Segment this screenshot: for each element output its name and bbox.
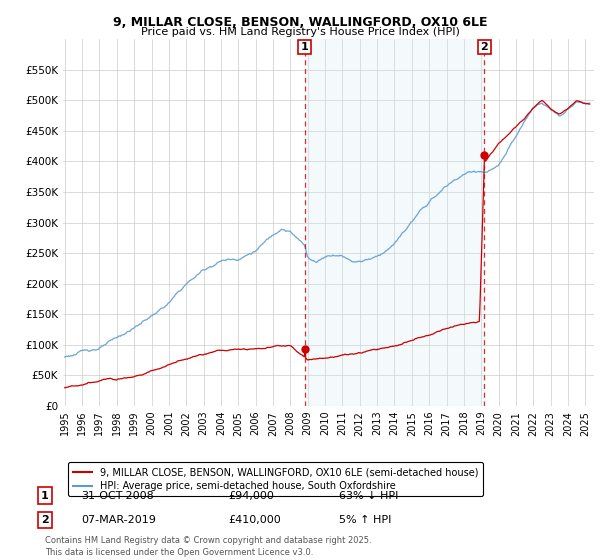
Legend: 9, MILLAR CLOSE, BENSON, WALLINGFORD, OX10 6LE (semi-detached house), HPI: Avera: 9, MILLAR CLOSE, BENSON, WALLINGFORD, OX…: [68, 462, 484, 496]
Text: 07-MAR-2019: 07-MAR-2019: [81, 515, 156, 525]
Text: 9, MILLAR CLOSE, BENSON, WALLINGFORD, OX10 6LE: 9, MILLAR CLOSE, BENSON, WALLINGFORD, OX…: [113, 16, 487, 29]
Text: 63% ↓ HPI: 63% ↓ HPI: [339, 491, 398, 501]
Text: Contains HM Land Registry data © Crown copyright and database right 2025.
This d: Contains HM Land Registry data © Crown c…: [45, 536, 371, 557]
Bar: [305, 39, 484, 406]
Text: Price paid vs. HM Land Registry's House Price Index (HPI): Price paid vs. HM Land Registry's House …: [140, 27, 460, 37]
Text: 1: 1: [301, 42, 308, 52]
Text: 2: 2: [41, 515, 49, 525]
Text: £410,000: £410,000: [228, 515, 281, 525]
Text: 31-OCT-2008: 31-OCT-2008: [81, 491, 154, 501]
Text: 5% ↑ HPI: 5% ↑ HPI: [339, 515, 391, 525]
Text: 2: 2: [481, 42, 488, 52]
Text: 1: 1: [41, 491, 49, 501]
Text: £94,000: £94,000: [228, 491, 274, 501]
